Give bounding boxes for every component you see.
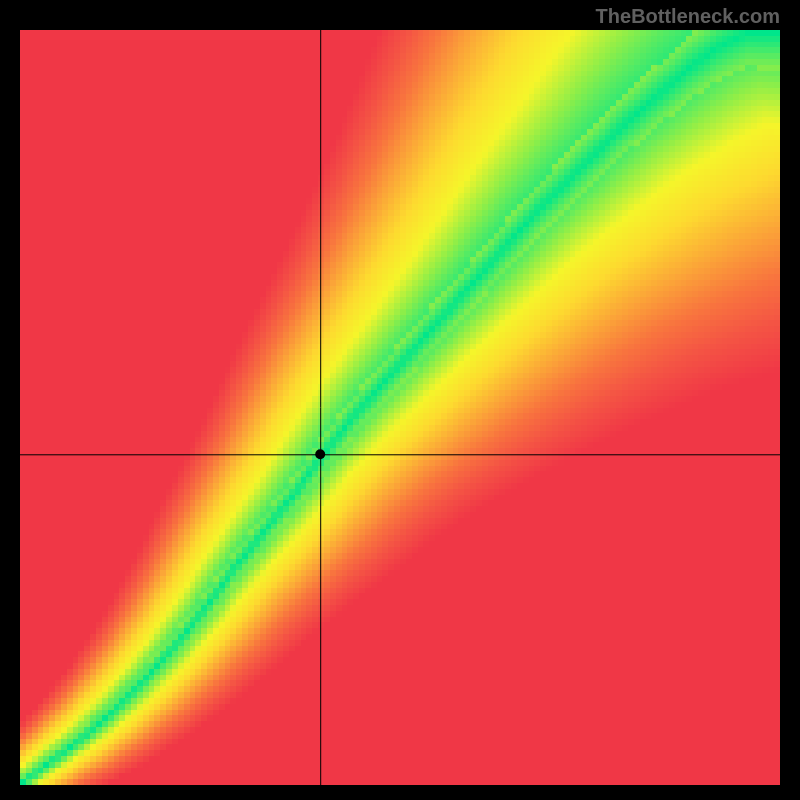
heatmap-plot: [20, 30, 780, 785]
heatmap-canvas: [20, 30, 780, 785]
chart-container: TheBottleneck.com: [0, 0, 800, 800]
watermark-text: TheBottleneck.com: [596, 6, 780, 29]
